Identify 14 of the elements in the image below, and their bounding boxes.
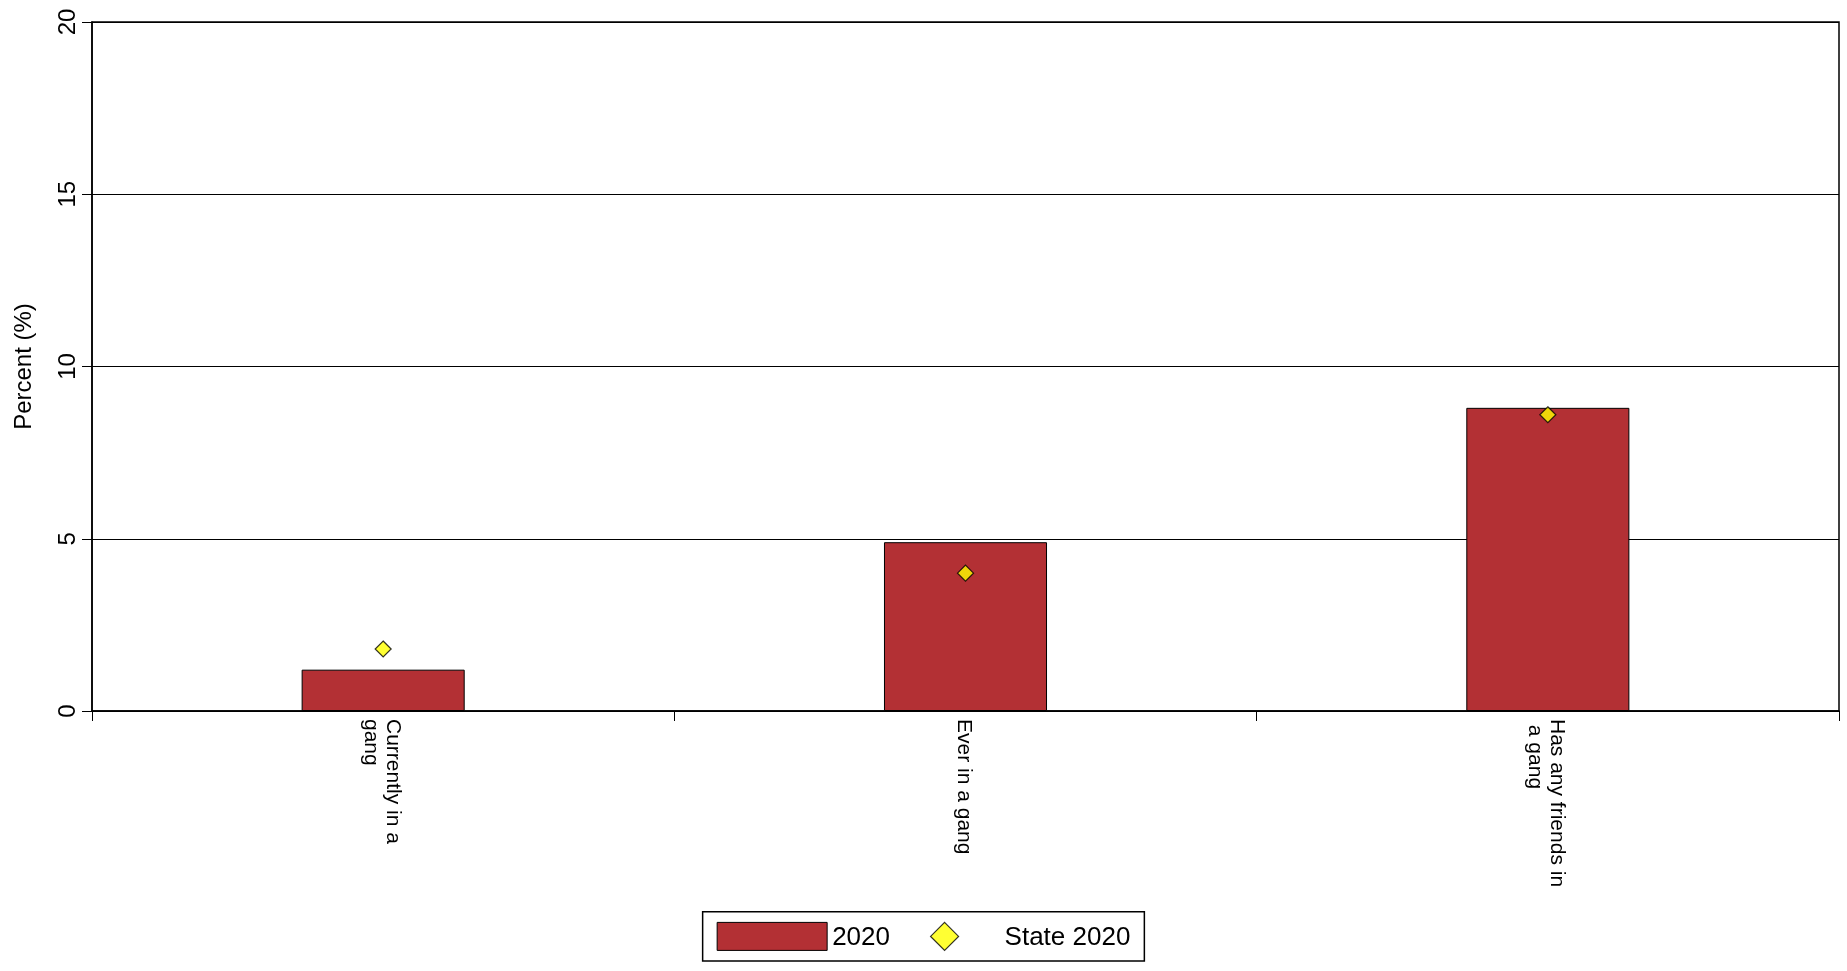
- point: [956, 564, 975, 582]
- legend-label: 2020: [832, 921, 890, 952]
- y-tick-label: 10: [52, 353, 80, 380]
- point: [1539, 406, 1557, 424]
- y-tick-label: 5: [52, 532, 80, 546]
- y-tick-label: 0: [52, 704, 80, 718]
- y-axis-title: Percent (%): [8, 303, 36, 430]
- point: [374, 640, 392, 658]
- x-tick-label: Ever in a gang: [954, 719, 977, 855]
- x-tick-label: Has any friends in a gang: [1525, 719, 1571, 888]
- y-tick-label: 20: [52, 8, 80, 36]
- y-tick-label: 15: [52, 180, 80, 208]
- x-tick-label: Currently in a gang: [360, 719, 406, 850]
- legend-label: State 2020: [1004, 921, 1131, 952]
